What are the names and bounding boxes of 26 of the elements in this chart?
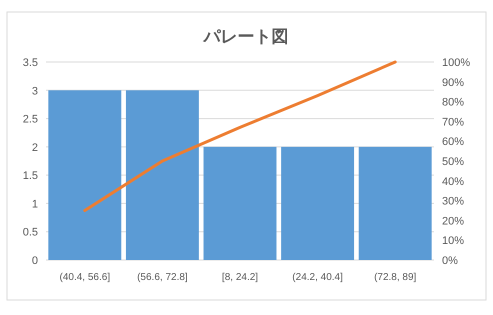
- y-tick-label: 2.5: [22, 114, 38, 126]
- x-tick-label: (40.4, 56.6]: [60, 272, 110, 283]
- y2-tick-label: 80%: [442, 96, 464, 109]
- y2-tick-label: 60%: [442, 136, 464, 148]
- x-tick-label: (72.8, 89]: [374, 272, 417, 283]
- y-tick-label: 1: [32, 198, 38, 210]
- y2-tick-label: 70%: [442, 116, 464, 128]
- x-tick-label: [8, 24.2]: [222, 272, 258, 283]
- y-tick-label: 1.5: [22, 170, 38, 182]
- y-tick-label: 0.5: [22, 226, 38, 239]
- y2-tick-label: 50%: [442, 156, 464, 168]
- y-tick-label: 3: [32, 85, 38, 98]
- y2-tick-label: 10%: [442, 235, 464, 248]
- y2-tick-label: 100%: [442, 57, 470, 69]
- line-series: [83, 60, 397, 212]
- y-tick-label: 2: [32, 142, 38, 154]
- y-tick-label: 3.5: [22, 57, 38, 69]
- y2-tick-label: 20%: [442, 215, 464, 228]
- x-tick-label: (24.2, 40.4]: [292, 272, 344, 283]
- x-tick-label: (56.6, 72.8]: [137, 272, 188, 283]
- y2-tick-label: 0%: [442, 255, 458, 267]
- y2-tick-label: 30%: [442, 196, 464, 208]
- y2-tick-label: 40%: [442, 176, 464, 188]
- y2-tick-label: 90%: [442, 76, 464, 89]
- chart-title: パレート図: [202, 27, 288, 46]
- y-tick-label: 0: [32, 255, 38, 267]
